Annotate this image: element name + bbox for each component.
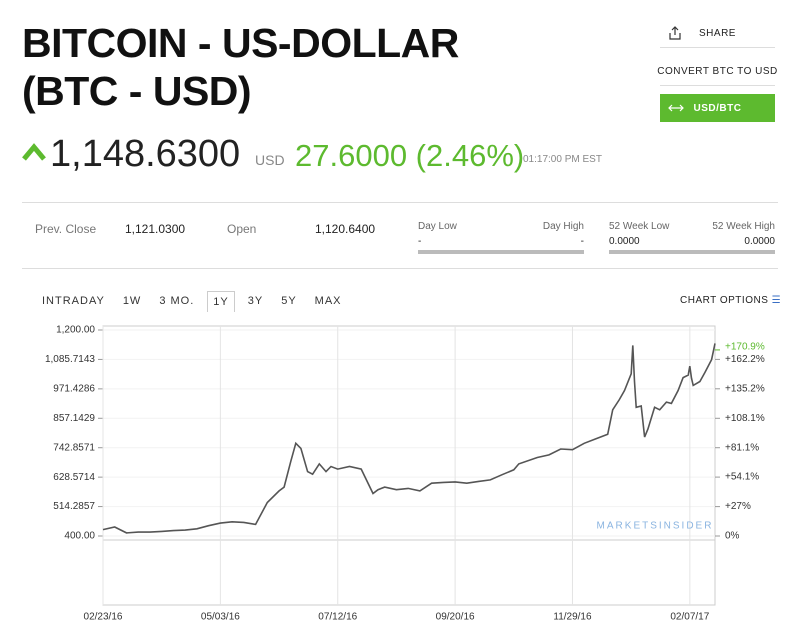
price-line	[102, 343, 716, 534]
chart: 400.00 514.2857 628.5714 742.8571 857.1429 97…	[45, 325, 765, 623]
divider	[22, 202, 778, 203]
y-tick-label: 514.2857	[53, 501, 95, 512]
watermark: MARKETSINSIDER	[597, 521, 714, 532]
swap-icon	[668, 104, 684, 112]
y2-tick-label: +54.1%	[725, 472, 759, 483]
button-label: CONVERT BTC TO USD	[657, 65, 778, 77]
range-label: Day High	[542, 221, 584, 232]
y-tick-label: 742.8571	[53, 442, 95, 453]
share-button[interactable]: SHARE	[660, 19, 775, 48]
range-value: -	[580, 236, 584, 247]
change: 27.6000 (2.46%)	[295, 138, 525, 173]
divider	[22, 268, 778, 269]
y-tick-label: 1,200.00	[56, 325, 95, 336]
button-label: SHARE	[699, 27, 736, 39]
x-tick-label: 09/20/16	[436, 612, 475, 623]
range-value: -	[418, 236, 422, 247]
y-tick-label: 1,085.7143	[45, 354, 95, 365]
currency: USD	[255, 152, 285, 168]
quote-time: 01:17:00 PM EST	[523, 154, 602, 165]
plot-frame	[102, 325, 716, 606]
range-bar	[418, 250, 584, 254]
stat-label: Prev. Close	[35, 222, 97, 236]
range-tab[interactable]: 1Y	[207, 291, 235, 312]
y2-tick-label: 0%	[725, 531, 740, 542]
stat-value: 1,121.0300	[125, 222, 186, 236]
y2-tick-label: +162.2%	[725, 354, 765, 365]
title: BITCOIN - US-DOLLAR	[22, 20, 459, 66]
x-tick-label: 05/03/16	[201, 612, 240, 623]
y2-tick-label: +108.1%	[725, 413, 765, 424]
range-bar	[609, 250, 775, 254]
last-change-label: +170.9%	[725, 342, 765, 353]
y2-tick-label: +135.2%	[725, 383, 765, 394]
up-arrow	[22, 143, 46, 161]
chart-options[interactable]: CHART OPTIONS ☰	[680, 295, 782, 306]
stat-label: Open	[227, 222, 257, 236]
range-label: Day Low	[418, 221, 457, 232]
range-label: 52 Week High	[712, 221, 775, 232]
range-label: 52 Week Low	[609, 221, 670, 232]
range-tab[interactable]: 1W	[122, 295, 142, 307]
range-value: 0.0000	[744, 236, 775, 247]
range-tab[interactable]: MAX	[314, 295, 342, 307]
range-tab[interactable]: 3Y	[247, 295, 264, 307]
share-icon	[669, 26, 681, 40]
price: 1,148.6300	[50, 133, 241, 175]
stat-value: 1,120.6400	[315, 222, 376, 236]
button-label: USD/BTC	[693, 102, 742, 114]
x-tick-label: 02/23/16	[84, 612, 123, 623]
y2-tick-label: +81.1%	[725, 442, 759, 453]
y-tick-label: 857.1429	[53, 413, 95, 424]
convert-button[interactable]: CONVERT BTC TO USD	[657, 57, 778, 86]
x-tick-label: 11/29/16	[553, 612, 592, 623]
range-value: 0.0000	[609, 236, 640, 247]
x-tick-label: 07/12/16	[318, 612, 357, 623]
swap-button[interactable]: USD/BTC	[660, 94, 775, 122]
y-tick-label: 628.5714	[53, 472, 95, 483]
range-tab[interactable]: 3 MO.	[159, 295, 195, 307]
range-tab[interactable]: INTRADAY	[42, 295, 105, 307]
title: (BTC - USD)	[22, 68, 252, 114]
y-tick-label: 400.00	[64, 531, 95, 542]
chart-options-label: CHART OPTIONS	[680, 295, 769, 306]
y2-tick-label: +27%	[725, 501, 751, 512]
x-tick-label: 02/07/17	[670, 612, 709, 623]
range-tab[interactable]: 5Y	[281, 295, 297, 307]
y-tick-label: 971.4286	[53, 383, 95, 394]
